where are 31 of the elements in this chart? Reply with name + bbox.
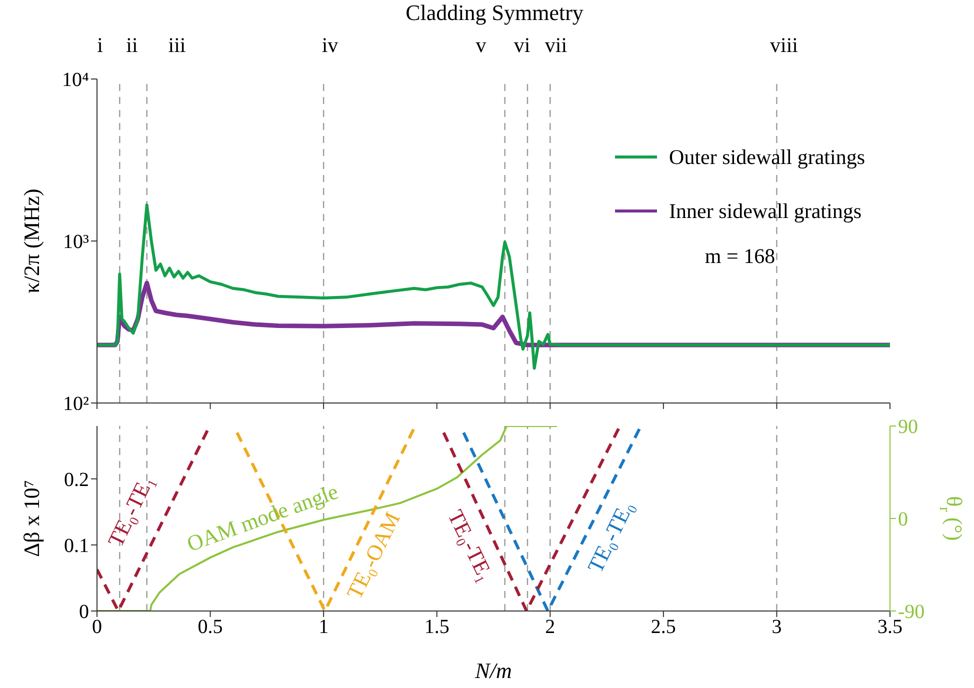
x-tick-label: 0.5	[198, 616, 223, 638]
y-tick-label: 10⁴	[62, 69, 90, 92]
x-tick-label: 2	[545, 616, 556, 638]
text: vii	[544, 33, 568, 57]
x-tick-label: 3	[772, 616, 782, 638]
text: iv	[322, 33, 339, 57]
annotation: m = 168	[704, 243, 776, 270]
text: vi	[514, 33, 530, 57]
y-tick-label: 10²	[63, 393, 89, 416]
text: ii	[126, 33, 138, 57]
legend-label: Outer sidewall gratings	[669, 144, 865, 170]
x-axis-title: N/m	[474, 658, 512, 683]
y2-tick-label: 0	[898, 508, 908, 531]
legend-label: Inner sidewall gratings	[669, 198, 862, 224]
y-axis-title: Δβ x 10⁷	[19, 480, 44, 558]
text: iii	[168, 33, 186, 57]
text: OAM mode angle	[184, 478, 342, 556]
text: v	[476, 33, 487, 57]
x-tick-label: 3.5	[878, 616, 902, 638]
text: viii	[770, 33, 798, 57]
y-tick-label: 10³	[63, 231, 89, 254]
x-tick-label: 1	[318, 616, 329, 638]
y-axis-title: κ/2π (MHz)	[19, 188, 44, 294]
chart-title: Cladding Symmetry	[406, 0, 584, 25]
x-tick-label: 2.5	[650, 616, 676, 638]
y2-tick-label: 90	[898, 416, 918, 438]
y-tick-label: 0.2	[64, 468, 89, 491]
text: i	[97, 33, 104, 57]
y-tick-label: 0.1	[64, 535, 89, 558]
y-tick-label: 0	[79, 601, 89, 624]
x-tick-label: 1.5	[424, 616, 450, 638]
